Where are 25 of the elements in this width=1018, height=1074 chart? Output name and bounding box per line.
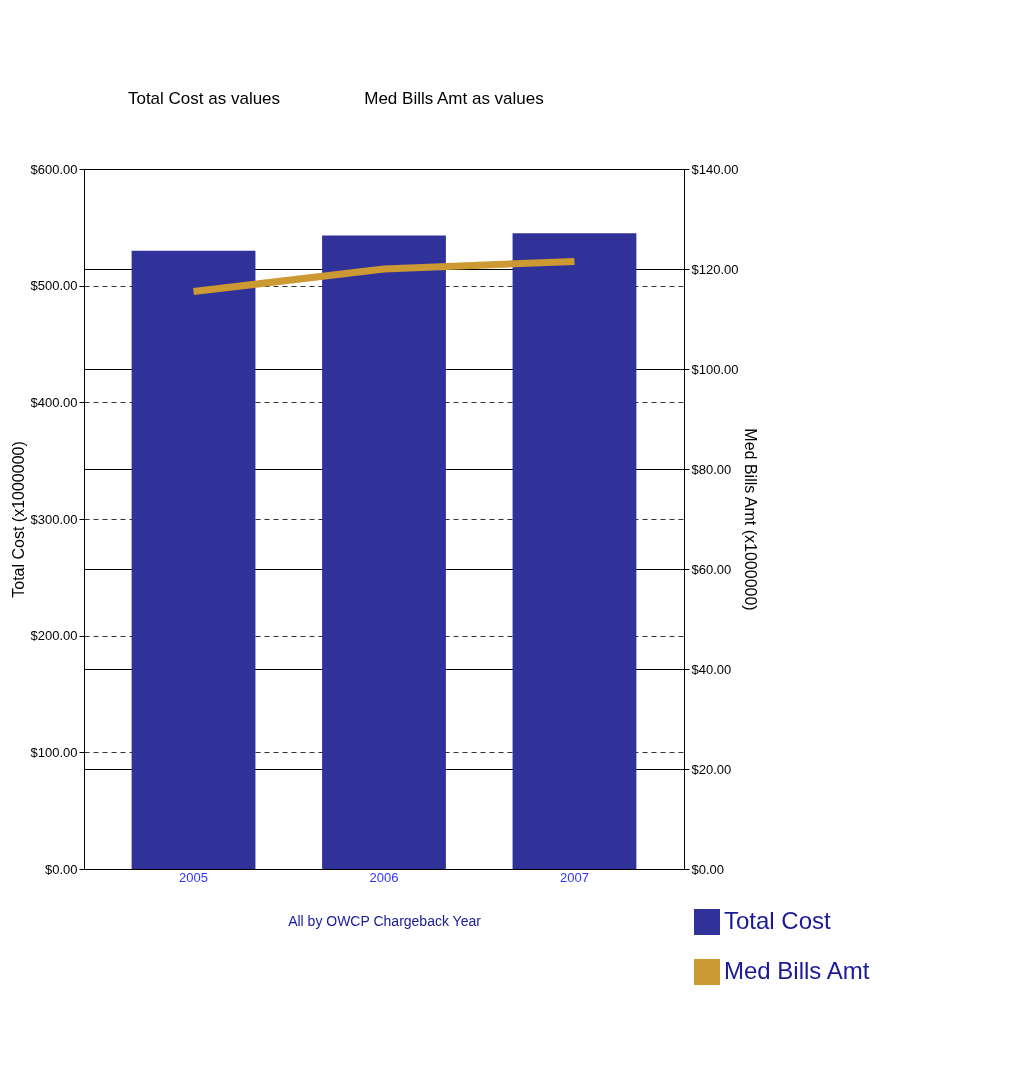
y-tick-label: $200.00 bbox=[30, 628, 78, 644]
legend-label: Total Cost bbox=[724, 907, 832, 934]
y-tick-label: $500.00 bbox=[30, 278, 78, 294]
y2-tick-label: $140.00 bbox=[691, 161, 739, 177]
text: Med Bills Amt as values bbox=[364, 89, 544, 108]
x-tick-label: 2006 bbox=[369, 869, 399, 885]
y2-tick-label: $80.00 bbox=[691, 461, 732, 477]
y-tick-label: $600.00 bbox=[30, 161, 78, 177]
legend-label: Med Bills Amt bbox=[724, 957, 870, 984]
y-tick-label: $300.00 bbox=[30, 511, 78, 527]
y-axis-title: Total Cost (x1000000) bbox=[9, 441, 27, 598]
y-tick-label: $400.00 bbox=[30, 394, 78, 410]
y2-tick-label: $60.00 bbox=[691, 561, 732, 577]
y2-tick-label: $20.00 bbox=[691, 761, 732, 777]
x-tick-label: 2005 bbox=[179, 869, 208, 885]
y-tick-label: $0.00 bbox=[44, 861, 78, 877]
y2-tick-label: $40.00 bbox=[691, 661, 732, 677]
x-tick-label: 2007 bbox=[560, 869, 589, 885]
x-axis-title: All by OWCP Chargeback Year bbox=[288, 912, 482, 929]
text: Total Cost as values bbox=[127, 89, 281, 108]
y-tick-label: $100.00 bbox=[30, 744, 78, 760]
y2-axis-title: Med Bills Amt (x1000000) bbox=[742, 428, 760, 611]
y2-tick-label: $0.00 bbox=[691, 861, 725, 877]
y2-tick-label: $120.00 bbox=[691, 261, 739, 277]
y2-tick-label: $100.00 bbox=[691, 361, 739, 377]
